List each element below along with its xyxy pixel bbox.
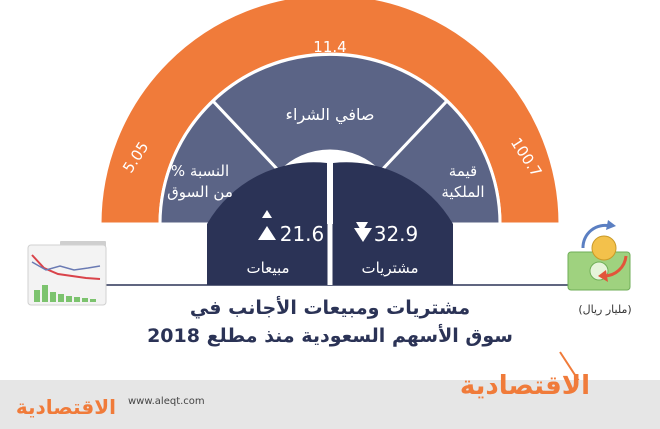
- triangle-down-icon: [354, 228, 372, 242]
- footer-logo-left: الاقتصادية: [15, 395, 116, 419]
- triangle-down-icon: [356, 222, 368, 232]
- purchases-value: 32.9: [374, 222, 419, 246]
- triangle-up-icon: [262, 210, 272, 218]
- segment-left-label-1: النسبة %: [171, 162, 229, 180]
- slate-segment-middle: [210, 52, 450, 175]
- footer-url: www.aleqt.com: [128, 396, 205, 407]
- declining-chart-icon: [27, 241, 107, 306]
- segment-right-label-1: قيمة: [449, 162, 477, 180]
- arc-value-top: 11.4: [313, 38, 346, 56]
- footer-bar: الاقتصادية www.aleqt.com: [0, 380, 660, 429]
- segment-right-label-2: الملكية: [441, 183, 484, 201]
- purchases-label: مشتريات: [361, 259, 418, 277]
- unit-label: (مليار ريال): [578, 303, 632, 316]
- triangle-up-icon: [258, 226, 276, 240]
- segment-middle-label: صافي الشراء: [286, 105, 375, 125]
- money-exchange-icon: [567, 220, 631, 291]
- footer-logo-right: الاقتصادية: [459, 371, 590, 401]
- sales-value: 21.6: [280, 222, 325, 246]
- sales-label: مبيعات: [246, 259, 289, 277]
- title-line-1: مشتريات ومبيعات الأجانب في: [189, 297, 471, 319]
- title-line-2: سوق الأسهم السعودية منذ مطلع 2018: [147, 325, 513, 347]
- segment-left-label-2: من السوق: [167, 183, 233, 201]
